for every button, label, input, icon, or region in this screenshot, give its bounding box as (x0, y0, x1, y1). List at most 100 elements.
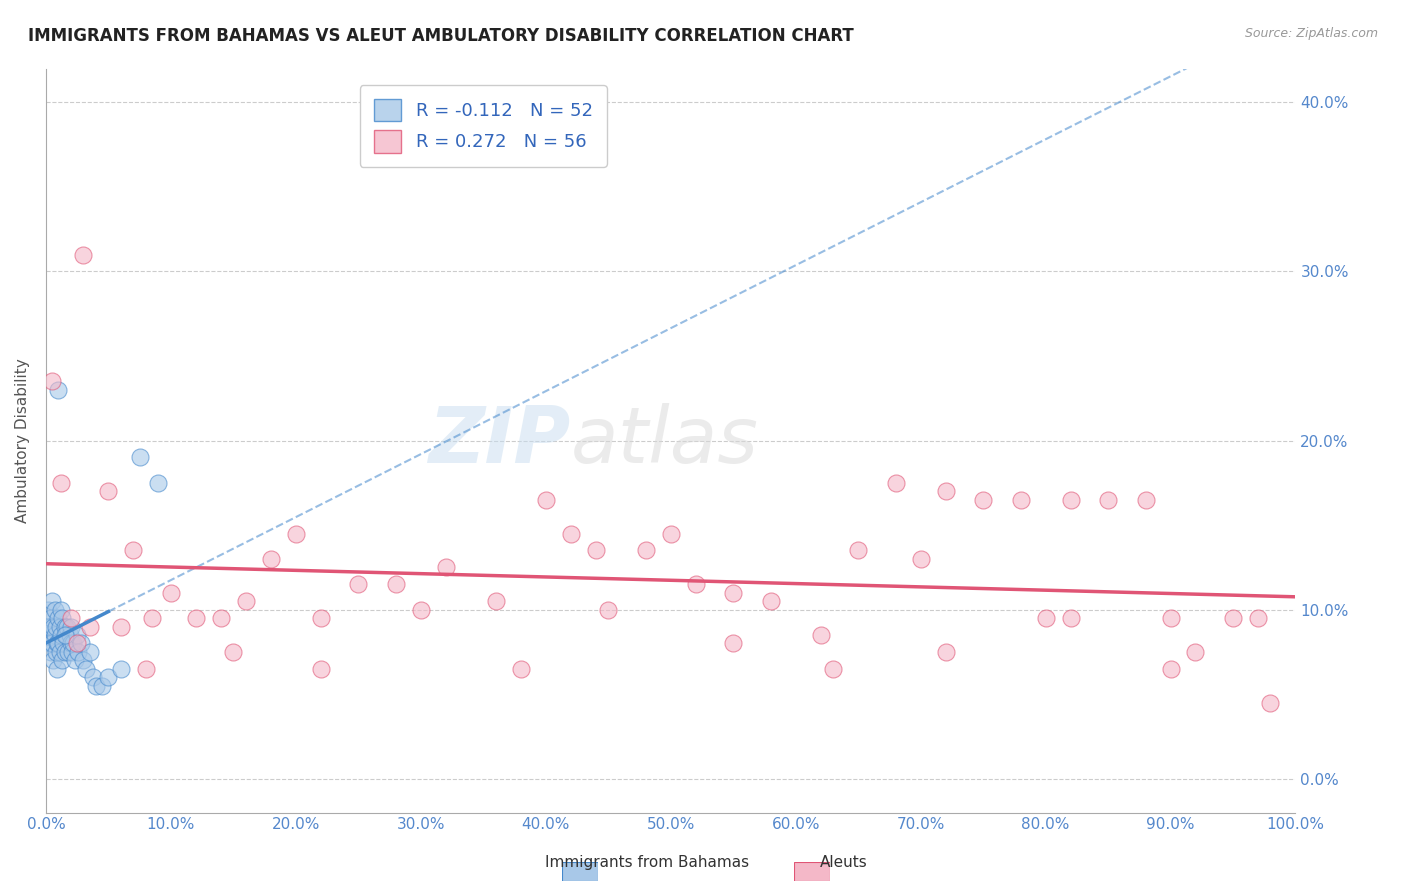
Point (41, 375, 63, 389)
Point (49, 628, 72, 642)
Point (222, 645, 245, 659)
Point (284, 526, 307, 541)
Point (75, 662, 97, 676)
Point (45, 645, 67, 659)
Point (70, 636, 93, 650)
Point (128, 450, 150, 465)
Point (1035, 611, 1057, 625)
Point (56, 619, 79, 633)
Point (66, 636, 89, 650)
Point (1222, 611, 1244, 625)
Legend: R = -0.112   N = 52, R = 0.272   N = 56: R = -0.112 N = 52, R = 0.272 N = 56 (360, 85, 607, 167)
Point (148, 475, 170, 490)
Point (44, 628, 66, 642)
Point (184, 611, 207, 625)
Point (72, 653, 94, 667)
Point (347, 577, 370, 591)
Point (63, 653, 86, 667)
Point (41, 636, 63, 650)
Point (38, 636, 60, 650)
Point (1247, 611, 1270, 625)
Point (37, 628, 59, 642)
Text: IMMIGRANTS FROM BAHAMAS VS ALEUT AMBULATORY DISABILITY CORRELATION CHART: IMMIGRANTS FROM BAHAMAS VS ALEUT AMBULAT… (28, 27, 853, 45)
Point (884, 475, 907, 490)
Text: Source: ZipAtlas.com: Source: ZipAtlas.com (1244, 27, 1378, 40)
Point (51, 611, 73, 625)
Point (59, 611, 82, 625)
Point (846, 543, 869, 558)
Point (52, 636, 75, 650)
Y-axis label: Ambulatory Disability: Ambulatory Disability (15, 359, 30, 523)
Point (309, 662, 332, 676)
Point (48, 611, 70, 625)
Point (235, 594, 257, 608)
Point (910, 552, 932, 566)
Point (53, 628, 76, 642)
Point (1260, 696, 1282, 710)
Point (309, 611, 332, 625)
Point (141, 611, 163, 625)
Point (1160, 662, 1182, 676)
Point (935, 645, 957, 659)
Point (972, 492, 994, 507)
Point (759, 594, 782, 608)
Point (51, 653, 73, 667)
Point (44, 602, 66, 616)
Point (46, 636, 69, 650)
Point (82, 670, 104, 684)
Point (59, 628, 82, 642)
Point (509, 662, 531, 676)
Point (41, 594, 63, 608)
Point (49, 475, 72, 490)
Point (42, 619, 65, 633)
Point (122, 543, 145, 558)
Text: Immigrants from Bahamas: Immigrants from Bahamas (544, 855, 749, 870)
Point (91, 679, 114, 693)
Point (48, 636, 70, 650)
Point (48, 645, 70, 659)
Point (79, 645, 101, 659)
Point (585, 543, 607, 558)
Point (67, 645, 90, 659)
Point (823, 662, 845, 676)
Point (48, 383, 70, 397)
Point (59, 619, 82, 633)
Point (39, 645, 62, 659)
Point (409, 602, 432, 616)
Point (97, 484, 120, 499)
Point (1184, 645, 1206, 659)
Point (110, 619, 132, 633)
Point (1160, 611, 1182, 625)
Point (48, 619, 70, 633)
Point (79, 619, 101, 633)
Point (160, 585, 183, 599)
Point (209, 611, 232, 625)
Point (721, 585, 744, 599)
Point (39, 611, 62, 625)
Point (49, 602, 72, 616)
Point (260, 552, 283, 566)
Point (659, 526, 682, 541)
Point (598, 602, 620, 616)
Point (55, 628, 77, 642)
Text: atlas: atlas (571, 402, 759, 478)
Point (1135, 492, 1157, 507)
Point (58, 645, 80, 659)
Point (45, 619, 67, 633)
Point (60, 645, 83, 659)
Point (721, 636, 744, 650)
Text: Aleuts: Aleuts (820, 855, 868, 870)
Point (66, 628, 89, 642)
Point (685, 577, 707, 591)
Text: ZIP: ZIP (429, 402, 571, 478)
Point (38, 619, 60, 633)
Point (560, 526, 582, 541)
Point (97, 670, 120, 684)
Point (1010, 492, 1032, 507)
Point (810, 628, 832, 642)
Point (53, 645, 76, 659)
Point (534, 492, 557, 507)
Point (1097, 492, 1119, 507)
Point (46, 662, 69, 676)
Point (634, 543, 657, 558)
